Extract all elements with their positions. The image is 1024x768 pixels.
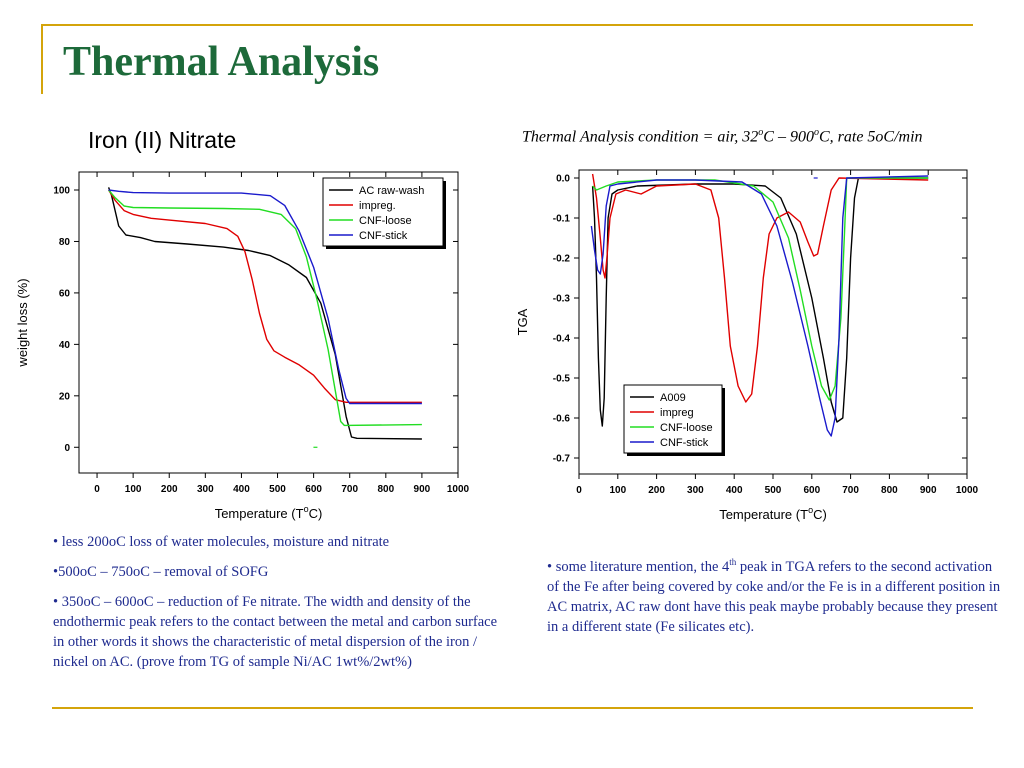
chart1-y-tick-label: 20: [59, 391, 71, 402]
chart2-x-tick-label: 300: [687, 485, 704, 496]
chart1-x-tick-label: 1000: [447, 484, 470, 495]
right-heading-middle: C – 900: [763, 128, 814, 146]
chart1-y-tick-label: 60: [59, 288, 71, 299]
left-note-2: •500oC – 750oC – removal of SOFG: [53, 564, 269, 580]
chart1-x-tick-label: 100: [125, 484, 142, 495]
chart2-x-tick-label: 700: [842, 485, 859, 496]
chart2-x-axis-label-sup: o: [808, 505, 813, 515]
slide-title: Thermal Analysis: [63, 39, 380, 85]
right-heading-suffix: C, rate 5oC/min: [818, 128, 923, 146]
chart1-plot-frame: [78, 171, 459, 474]
chart1-x-tick-label: 600: [305, 484, 322, 495]
chart2-y-tick-label: -0.3: [553, 294, 571, 305]
top-rule: [41, 24, 973, 26]
series-line-a009: [591, 177, 929, 427]
chart2-x-tick-label: 100: [609, 485, 626, 496]
series-line-cnf-loose: [592, 177, 929, 401]
legend-label-ac-raw-wash: AC raw-wash: [359, 185, 424, 197]
chart2-x-tick-label: 500: [765, 485, 782, 496]
chart1-x-axis-label-suffix: C): [309, 506, 323, 521]
right-note-sup: th: [729, 557, 737, 567]
chart2-y-tick-label: -0.5: [553, 374, 571, 385]
legend-label-cnf-stick: CNF-stick: [660, 437, 709, 449]
chart1-y-axis-label: weight loss (%): [15, 278, 30, 367]
series-line-ac-raw-wash: [107, 187, 422, 440]
right-note-suffix: peak in TGA refers to the second activat…: [547, 558, 1001, 635]
left-note-3: • 350oC – 600oC – reduction of Fe nitrat…: [53, 594, 498, 670]
chart2-x-tick-label: 1000: [956, 485, 979, 496]
series-line-cnf-stick: [108, 189, 422, 405]
chart1-y-tick-label: 100: [53, 186, 70, 197]
chart1-x-tick-label: 0: [94, 484, 100, 495]
legend-label-a009: A009: [660, 392, 686, 404]
right-heading-prefix: Thermal Analysis condition = air, 32: [522, 128, 759, 146]
chart2-x-tick-label: 0: [576, 485, 582, 496]
chart1-x-axis-label-text: Temperature (T: [215, 506, 304, 521]
chart1-x-axis-label-sup: o: [304, 504, 309, 514]
chart2-x-tick-label: 200: [648, 485, 665, 496]
chart2-y-tick-label: -0.6: [553, 414, 571, 425]
chart1-x-tick-label: 300: [197, 484, 214, 495]
chart1-x-tick-label: 900: [414, 484, 431, 495]
chart1-x-tick-label: 500: [269, 484, 286, 495]
chart2-x-tick-label: 800: [881, 485, 898, 496]
chart1-x-tick-label: 200: [161, 484, 178, 495]
left-notes: • less 200oC loss of water molecules, mo…: [53, 532, 498, 682]
legend-label-impreg: impreg: [660, 407, 694, 419]
chart2-y-tick-label: -0.2: [553, 254, 571, 265]
chart2-x-tick-label: 600: [803, 485, 820, 496]
legend-label-cnf-loose: CNF-loose: [359, 215, 412, 227]
chart2-y-tick-label: -0.1: [553, 214, 571, 225]
right-note-prefix: • some literature mention, the 4: [547, 558, 730, 575]
chart1-y-tick-label: 80: [59, 237, 71, 248]
legend-label-cnf-loose: CNF-loose: [660, 422, 713, 434]
chart1-x-tick-label: 800: [377, 484, 394, 495]
chart2-x-tick-label: 400: [726, 485, 743, 496]
chart2-y-axis-label: TGA: [515, 308, 530, 335]
series-line-cnf-stick: [590, 175, 929, 437]
right-heading-sup1: o: [758, 127, 764, 138]
chart-left-heading: Iron (II) Nitrate: [88, 127, 237, 153]
chart2-x-tick-label: 900: [920, 485, 937, 496]
chart1-x-axis-label: Temperature (ToC): [215, 504, 323, 521]
right-heading-sup2: o: [813, 127, 819, 138]
chart2-x-axis-label-suffix: C): [813, 507, 827, 522]
legend-label-cnf-stick: CNF-stick: [359, 230, 408, 242]
chart2-x-axis-label: Temperature (ToC): [719, 505, 827, 522]
chart1-y-tick-label: 40: [59, 340, 71, 351]
chart2-x-axis-label-text: Temperature (T: [719, 507, 808, 522]
chart1-y-tick-label: 0: [64, 443, 70, 454]
chart1-x-tick-label: 700: [341, 484, 358, 495]
left-rule: [41, 24, 43, 94]
chart2-y-tick-label: 0.0: [556, 174, 570, 185]
chart-right-heading: Thermal Analysis condition = air, 32oC –…: [522, 127, 923, 146]
legend-label-impreg: impreg.: [359, 200, 396, 212]
series-line-impreg: [108, 189, 422, 403]
chart2-y-tick-label: -0.4: [553, 334, 571, 345]
bottom-rule: [52, 707, 973, 709]
chart1-x-tick-label: 400: [233, 484, 250, 495]
right-notes: • some literature mention, the 4th peak …: [547, 552, 1007, 647]
chart2-y-tick-label: -0.7: [553, 454, 571, 465]
right-note-1: • some literature mention, the 4th peak …: [547, 552, 1007, 637]
left-note-1: • less 200oC loss of water molecules, mo…: [53, 534, 390, 550]
series-line-cnf-loose: [108, 189, 422, 427]
series-line-impreg: [591, 173, 929, 403]
